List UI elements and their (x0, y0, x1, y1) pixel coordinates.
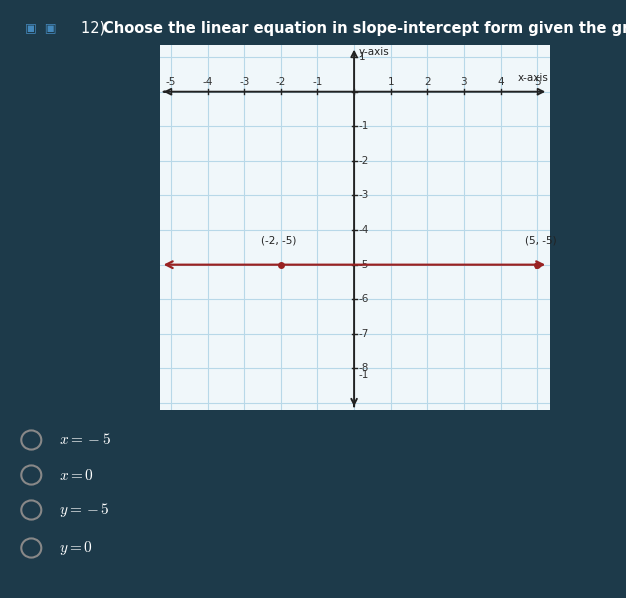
Text: -1: -1 (359, 370, 369, 380)
Text: -4: -4 (202, 77, 213, 87)
Text: -7: -7 (359, 329, 369, 339)
Text: 1: 1 (387, 77, 394, 87)
Text: 2: 2 (424, 77, 431, 87)
Text: -5: -5 (359, 260, 369, 270)
Text: Choose the linear equation in slope-intercept form given the graph.: Choose the linear equation in slope-inte… (103, 21, 626, 36)
Text: 4: 4 (497, 77, 504, 87)
Text: 3: 3 (461, 77, 467, 87)
Text: -4: -4 (359, 225, 369, 235)
Text: (-2, -5): (-2, -5) (261, 236, 297, 246)
Text: $x = -5$: $x = -5$ (59, 432, 111, 447)
Text: $y = -5$: $y = -5$ (59, 501, 110, 519)
Text: -1: -1 (359, 121, 369, 132)
Text: x-axis: x-axis (518, 73, 549, 83)
Text: -3: -3 (239, 77, 249, 87)
Text: 5: 5 (534, 77, 540, 87)
Text: $x = 0$: $x = 0$ (59, 468, 95, 483)
Text: -1: -1 (312, 77, 322, 87)
Text: 1: 1 (359, 52, 365, 62)
Text: -3: -3 (359, 191, 369, 200)
Text: -6: -6 (359, 294, 369, 304)
Text: (5, -5): (5, -5) (525, 236, 557, 246)
Text: $y = 0$: $y = 0$ (59, 539, 93, 557)
Text: -2: -2 (275, 77, 286, 87)
Text: 12): 12) (81, 21, 110, 36)
Text: -2: -2 (359, 156, 369, 166)
Text: ▣  ▣: ▣ ▣ (25, 21, 56, 34)
Text: y-axis: y-axis (359, 47, 389, 57)
Text: -8: -8 (359, 364, 369, 374)
Text: -5: -5 (166, 77, 176, 87)
